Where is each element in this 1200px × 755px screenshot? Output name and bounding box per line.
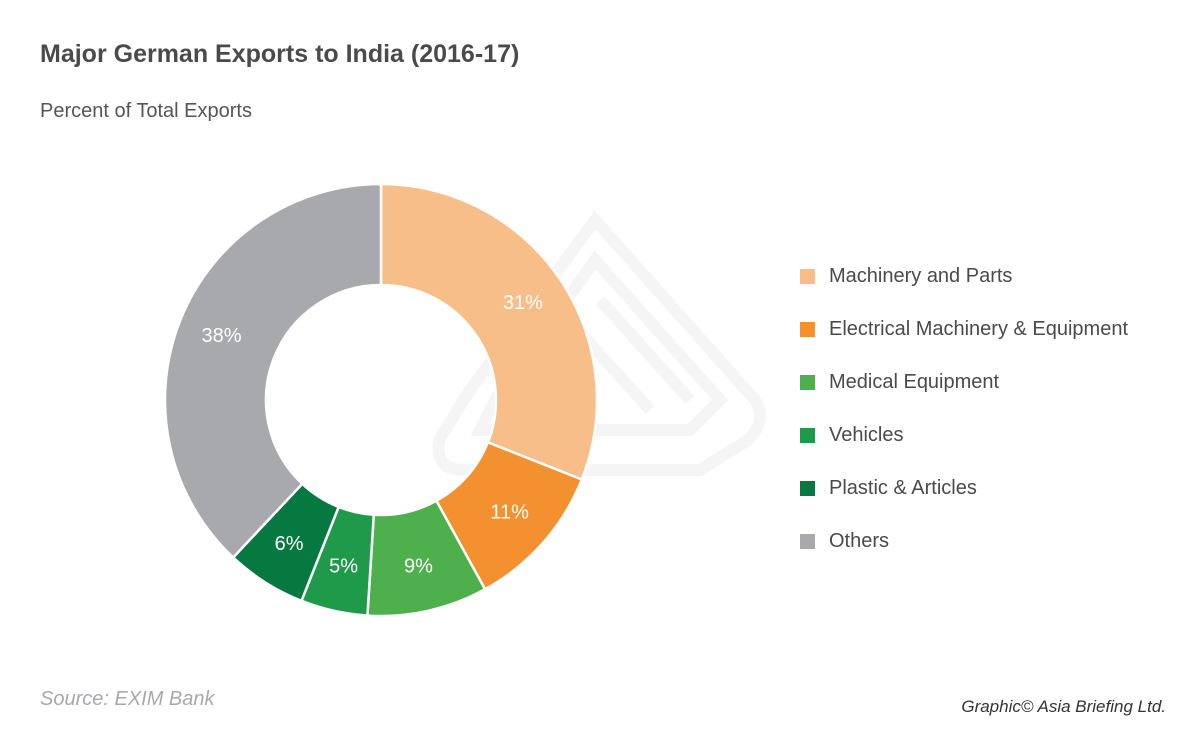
source-note: Source: EXIM Bank bbox=[40, 688, 215, 710]
legend-label: Machinery and Parts bbox=[829, 265, 1013, 287]
legend: Machinery and Parts Electrical Machinery … bbox=[800, 250, 1128, 568]
legend-item-machinery-and-parts: Machinery and Parts bbox=[800, 250, 1128, 303]
slice-label-vehicles: 5% bbox=[329, 556, 358, 578]
slice-label-machinery-and-parts: 31% bbox=[503, 292, 543, 314]
legend-item-plastic-and-articles: Plastic & Articles bbox=[800, 462, 1128, 515]
legend-label: Electrical Machinery & Equipment bbox=[829, 318, 1129, 340]
legend-swatch bbox=[800, 322, 815, 337]
slice-label-plastic-and-articles: 6% bbox=[275, 533, 304, 555]
slice-label-electrical-machinery-and-equipment: 11% bbox=[490, 502, 529, 524]
slices-group bbox=[163, 182, 599, 618]
legend-label: Plastic & Articles bbox=[829, 477, 977, 499]
graphic-credit: Graphic© Asia Briefing Ltd. bbox=[961, 697, 1166, 716]
legend-swatch bbox=[800, 428, 815, 443]
legend-swatch bbox=[800, 534, 815, 549]
chart-title: Major German Exports to India (2016-17) bbox=[40, 40, 520, 68]
legend-item-vehicles: Vehicles bbox=[800, 409, 1128, 462]
legend-label: Others bbox=[829, 530, 890, 552]
legend-item-electrical-machinery-and-equipment: Electrical Machinery & Equipment bbox=[800, 303, 1128, 356]
slice-machinery-and-parts bbox=[379, 182, 599, 482]
legend-item-medical-equipment: Medical Equipment bbox=[800, 356, 1128, 409]
legend-swatch bbox=[800, 481, 815, 496]
slice-labels-group: 31% 11% 9% 5% 6% 38% bbox=[202, 292, 544, 578]
legend-swatch bbox=[800, 269, 815, 284]
legend-swatch bbox=[800, 375, 815, 390]
legend-label: Medical Equipment bbox=[829, 371, 1000, 393]
slice-others bbox=[163, 182, 383, 560]
legend-label: Vehicles bbox=[829, 424, 904, 446]
slice-label-others: 38% bbox=[202, 325, 242, 347]
slice-label-medical-equipment: 9% bbox=[404, 556, 433, 578]
legend-item-others: Others bbox=[800, 515, 1128, 568]
chart-subtitle: Percent of Total Exports bbox=[40, 100, 252, 122]
